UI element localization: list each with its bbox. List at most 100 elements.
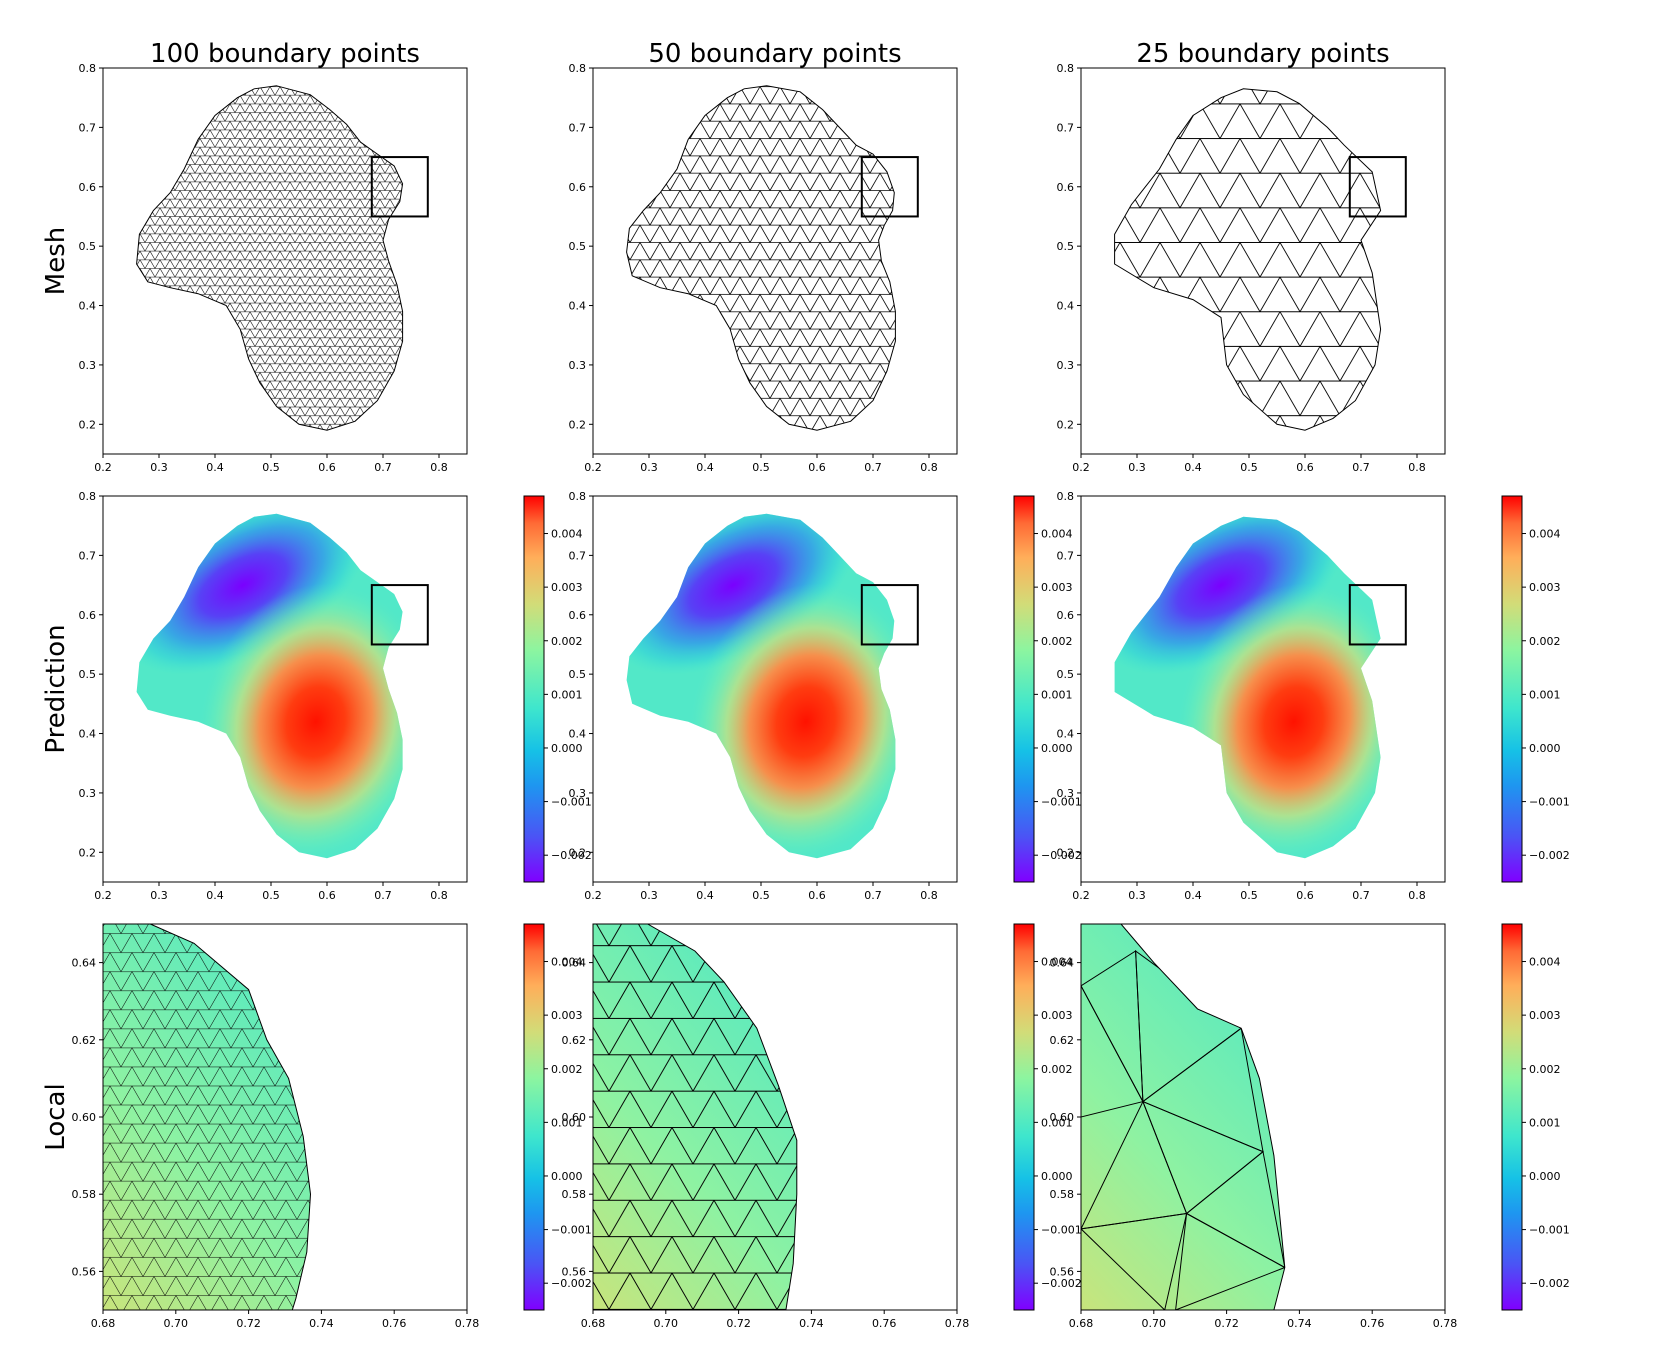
y-tick-label: 0.4 xyxy=(1057,728,1075,741)
y-tick-label: 0.4 xyxy=(569,300,587,313)
y-tick-label: 0.7 xyxy=(1057,549,1075,562)
field xyxy=(626,513,896,859)
x-tick-label: 0.2 xyxy=(1072,461,1090,474)
zoom-box xyxy=(370,584,429,646)
y-tick-label: 0.4 xyxy=(569,728,587,741)
colorbar xyxy=(523,923,545,1311)
y-tick-label: 0.7 xyxy=(79,549,97,562)
x-tick-label: 0.8 xyxy=(1408,889,1426,902)
x-tick-label: 0.76 xyxy=(382,1317,407,1330)
field xyxy=(1114,516,1381,859)
x-tick-label: 0.8 xyxy=(920,889,938,902)
colorbar-tick-label: −0.002 xyxy=(1529,1277,1570,1290)
x-tick-label: 0.5 xyxy=(262,461,280,474)
y-tick-label: 0.2 xyxy=(1057,846,1075,859)
colorbar-tick-label: 0.001 xyxy=(1041,688,1073,701)
x-tick-label: 0.8 xyxy=(430,461,448,474)
column-title: 25 boundary points xyxy=(1136,39,1389,69)
x-tick-label: 0.6 xyxy=(808,889,826,902)
colorbar-tick-label: 0.004 xyxy=(1529,528,1561,541)
y-tick-label: 0.5 xyxy=(79,668,97,681)
y-tick-label: 0.2 xyxy=(569,846,587,859)
colorbar-tick-label: 0.003 xyxy=(1529,1009,1561,1022)
x-tick-label: 0.8 xyxy=(1408,461,1426,474)
x-tick-label: 0.70 xyxy=(1142,1317,1167,1330)
colorbar-tick-label: 0.002 xyxy=(551,1063,583,1076)
x-tick-label: 0.3 xyxy=(150,461,168,474)
x-tick-label: 0.3 xyxy=(150,889,168,902)
x-tick-label: 0.74 xyxy=(1287,1317,1312,1330)
mesh-triangles xyxy=(626,85,896,431)
axes-frame xyxy=(1080,67,1446,455)
y-tick-label: 0.3 xyxy=(1057,359,1075,372)
colorbar-tick-label: −0.002 xyxy=(1529,849,1570,862)
x-tick-label: 0.78 xyxy=(455,1317,480,1330)
x-tick-label: 0.5 xyxy=(752,889,770,902)
x-tick-label: 0.7 xyxy=(374,461,392,474)
y-tick-label: 0.58 xyxy=(1050,1188,1075,1201)
y-tick-label: 0.8 xyxy=(569,62,587,75)
x-tick-label: 0.4 xyxy=(1184,889,1202,902)
mesh-panel: 0.2 0.3 0.4 0.5 0.6 0.7 0.8 0.2 0.3 0.4 0.5 0.6 0.7 0… xyxy=(569,62,958,474)
mesh-triangle xyxy=(1081,1212,1188,1310)
colorbar-tick-label: 0.001 xyxy=(551,1116,583,1129)
local-panel: 0.68 0.70 0.72 0.74 0.76 0.78 0.56 0.58 0.60 0.62… xyxy=(1050,923,1570,1330)
prediction-panel: 0.2 0.3 0.4 0.5 0.6 0.7 0.8 0.2 0.3 0.4 0.5 0.6 0.7 0… xyxy=(569,490,1082,902)
colorbar-tick-label: 0.002 xyxy=(1529,635,1561,648)
x-tick-label: 0.6 xyxy=(318,461,336,474)
x-tick-label: 0.4 xyxy=(206,461,224,474)
y-tick-label: 0.62 xyxy=(562,1034,587,1047)
y-tick-label: 0.3 xyxy=(79,359,97,372)
x-tick-label: 0.2 xyxy=(584,889,602,902)
colorbar-tick-label: 0.001 xyxy=(1041,1116,1073,1129)
y-tick-label: 0.7 xyxy=(1057,121,1075,134)
y-tick-label: 0.6 xyxy=(569,609,587,622)
y-tick-label: 0.56 xyxy=(1050,1265,1075,1278)
y-tick-label: 0.8 xyxy=(1057,490,1075,503)
x-tick-label: 0.5 xyxy=(262,889,280,902)
colorbar-tick-label: −0.001 xyxy=(1041,796,1082,809)
colorbar-tick-label: 0.000 xyxy=(1529,742,1561,755)
y-tick-label: 0.6 xyxy=(1057,609,1075,622)
colorbar-tick-label: 0.003 xyxy=(551,581,583,594)
colorbar-tick-label: −0.001 xyxy=(1041,1224,1082,1237)
y-tick-label: 0.7 xyxy=(79,121,97,134)
x-tick-label: 0.3 xyxy=(640,461,658,474)
colorbar-tick-label: 0.004 xyxy=(1041,956,1073,969)
y-tick-label: 0.62 xyxy=(72,1034,97,1047)
axes-frame xyxy=(102,67,468,455)
x-tick-label: 0.2 xyxy=(94,461,112,474)
local-field xyxy=(593,924,797,1310)
y-tick-label: 0.60 xyxy=(72,1111,97,1124)
x-tick-label: 0.6 xyxy=(1296,889,1314,902)
y-tick-label: 0.3 xyxy=(569,787,587,800)
y-tick-label: 0.2 xyxy=(79,418,97,431)
x-tick-label: 0.78 xyxy=(945,1317,970,1330)
y-tick-label: 0.2 xyxy=(1057,418,1075,431)
zoom-box xyxy=(860,584,919,646)
x-tick-label: 0.8 xyxy=(430,889,448,902)
x-tick-label: 0.7 xyxy=(1352,889,1370,902)
positive-lobe xyxy=(688,583,896,859)
colorbar xyxy=(523,495,545,883)
y-tick-label: 0.6 xyxy=(79,181,97,194)
row-label: Mesh xyxy=(41,227,71,295)
x-tick-label: 0.68 xyxy=(91,1317,116,1330)
mesh-triangles xyxy=(136,85,403,431)
y-tick-label: 0.5 xyxy=(569,240,587,253)
x-tick-label: 0.68 xyxy=(581,1317,606,1330)
y-tick-label: 0.5 xyxy=(1057,668,1075,681)
colorbar-tick-label: 0.003 xyxy=(1041,1009,1073,1022)
axes-frame xyxy=(592,495,958,883)
mesh-panel: 0.2 0.3 0.4 0.5 0.6 0.7 0.8 0.2 0.3 0.4 0.5 0.6 0.7 0… xyxy=(1057,62,1446,474)
x-tick-label: 0.7 xyxy=(374,889,392,902)
x-tick-label: 0.6 xyxy=(1296,461,1314,474)
x-tick-label: 0.7 xyxy=(864,889,882,902)
colorbar-tick-label: 0.001 xyxy=(1529,688,1561,701)
x-tick-label: 0.78 xyxy=(1433,1317,1458,1330)
colorbar xyxy=(1501,495,1523,883)
colorbar-tick-label: 0.000 xyxy=(551,742,583,755)
y-tick-label: 0.56 xyxy=(72,1265,97,1278)
positive-lobe xyxy=(198,583,403,859)
y-tick-label: 0.64 xyxy=(562,957,587,970)
